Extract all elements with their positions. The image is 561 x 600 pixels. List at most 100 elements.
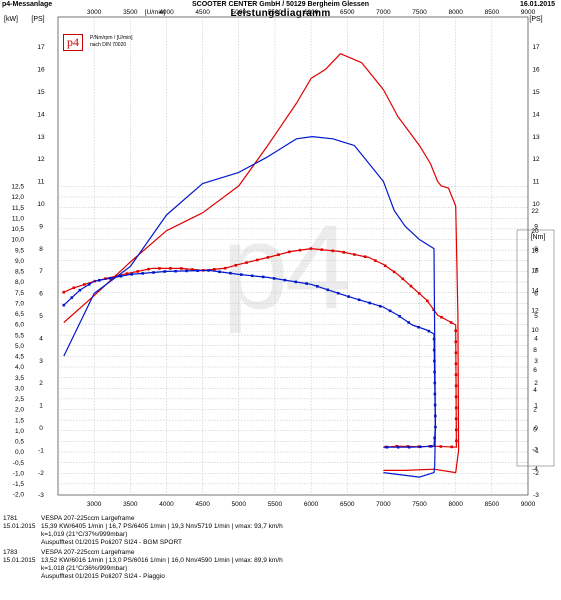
x-tick-label-top: 9000 [521,9,536,16]
ps-tick-label-left: 8 [39,246,43,253]
kw-tick-label: 9,5 [15,247,24,254]
torque-marker-1783 [432,337,436,341]
legend-date-2: 15.01.2015 [3,557,36,564]
torque-marker-1781 [417,292,421,295]
torque-marker-1783 [130,273,133,276]
x-tick-label-bottom: 5000 [232,501,247,508]
ps-tick-label-left: 3 [39,358,43,365]
torque-marker-1783 [174,269,177,273]
torque-marker-1781 [223,266,227,270]
ps-tick-label-left: 4 [39,335,43,342]
kw-tick-label: 5,0 [15,343,24,350]
x-tick-label-top: 4500 [195,9,210,16]
x-tick-label-top: 3000 [87,9,102,16]
ps-tick-label-left: -3 [38,492,44,499]
legend-conditions-2: k=1,018 (21°C/36%/999mbar) [41,565,128,572]
torque-marker-1781 [406,445,410,448]
torque-marker-1783 [207,269,210,272]
torque-marker-1783 [378,304,382,308]
torque-marker-1781 [331,249,335,253]
ps-tick-label-right: 7 [534,268,538,275]
torque-marker-1783 [87,283,91,286]
ps-tick-label-left: 16 [37,67,45,74]
ps-tick-label-right: 6 [534,291,538,298]
report-date: 16.01.2015 [519,1,555,8]
torque-marker-1781 [395,444,399,448]
nm-axis-label: [Nm] [531,234,546,241]
kw-tick-label: 4,5 [15,354,24,361]
torque-marker-1781 [450,445,454,449]
torque-marker-1783 [250,274,254,278]
kw-tick-label: 0,5 [15,439,24,446]
x-tick-label-top: 7000 [376,9,391,16]
kw-tick-label: 1,5 [15,417,24,424]
torque-marker-1781 [401,277,405,281]
torque-marker-1781 [83,283,86,286]
torque-marker-1781 [454,373,458,377]
legend-stats-2: 13,52 KW/6016 1/min | 13,0 PS/6016 1/min… [41,557,283,564]
torque-marker-1783 [433,359,436,363]
kw-tick-label: 3,0 [15,385,24,392]
nm-tick-label: 10 [531,327,539,334]
chart-title: Leistungsdiagramm [230,8,331,19]
torque-marker-1783 [357,298,361,302]
torque-marker-1781 [298,248,302,252]
torque-marker-1783 [396,445,400,449]
plot-frame [57,16,529,496]
kw-tick-label: -1,5 [13,481,25,488]
torque-marker-1783 [418,445,422,449]
torque-marker-1783 [417,325,420,329]
torque-marker-1781 [454,340,458,344]
torque-marker-1783 [163,270,166,273]
x-tick-label-bottom: 6500 [340,501,355,508]
torque-marker-1781 [392,270,396,274]
torque-marker-1781 [440,315,443,319]
torque-marker-1783 [347,295,350,298]
nm-tick-label: 18 [531,248,539,255]
x-tick-label-bottom: 4000 [159,501,174,508]
kw-tick-label: 4,0 [15,364,24,371]
torque-marker-1783 [240,273,243,276]
torque-marker-1783 [434,425,437,429]
kw-tick-label: 6,5 [15,311,24,318]
torque-marker-1781 [320,248,324,251]
power-curve-1781 [63,53,460,474]
x-tick-label-bottom: 8500 [485,501,500,508]
kw-tick-label: 8,0 [15,279,24,286]
torque-marker-1783 [434,414,437,418]
nm-tick-label: 6 [533,367,537,374]
torque-marker-1781 [62,290,66,294]
x-tick-label-bottom: 7000 [376,501,391,508]
kw-tick-label: 9,0 [15,258,24,265]
torque-marker-1781 [158,267,161,270]
company-label: SCOOTER CENTER GmbH / 50129 Bergheim Gle… [192,1,369,8]
torque-marker-1783 [427,329,431,333]
nm-tick-label: 2 [533,407,537,414]
ps-tick-label-right: 0 [534,425,538,432]
ps-tick-label-left: 12 [37,156,45,163]
ps-tick-label-right: 15 [532,89,540,96]
ps-tick-label-right: -2 [533,470,539,477]
legend-id-2: 1783 [3,549,18,556]
ps-tick-label-right: 3 [534,358,538,365]
nm-axis-box [516,229,555,467]
torque-marker-1781 [454,417,458,421]
kw-tick-label: 2,0 [15,407,24,414]
torque-marker-1783 [229,271,232,275]
torque-marker-1781 [409,284,413,288]
ps-tick-label-left: 10 [37,201,45,208]
torque-marker-1783 [141,272,144,275]
torque-marker-1783 [152,271,155,274]
torque-marker-1783 [294,280,298,284]
kw-tick-label: 7,5 [15,290,24,297]
logo-note-line2: nach DIN 70020 [90,41,127,48]
torque-marker-1781 [439,445,443,448]
watermark-logo: p4 [222,200,351,334]
x-tick-label-bottom: 4500 [195,501,210,508]
x-tick-label-bottom: 3000 [87,501,102,508]
kw-tick-label: 10,0 [11,237,24,244]
torque-marker-1781 [114,274,118,278]
legend-note-1: Auspufftest 01/2015 Poli207 SI24 - BGM S… [41,539,183,546]
x-tick-label-top: 3500 [123,9,138,16]
kw-tick-label: 12,5 [11,184,24,191]
